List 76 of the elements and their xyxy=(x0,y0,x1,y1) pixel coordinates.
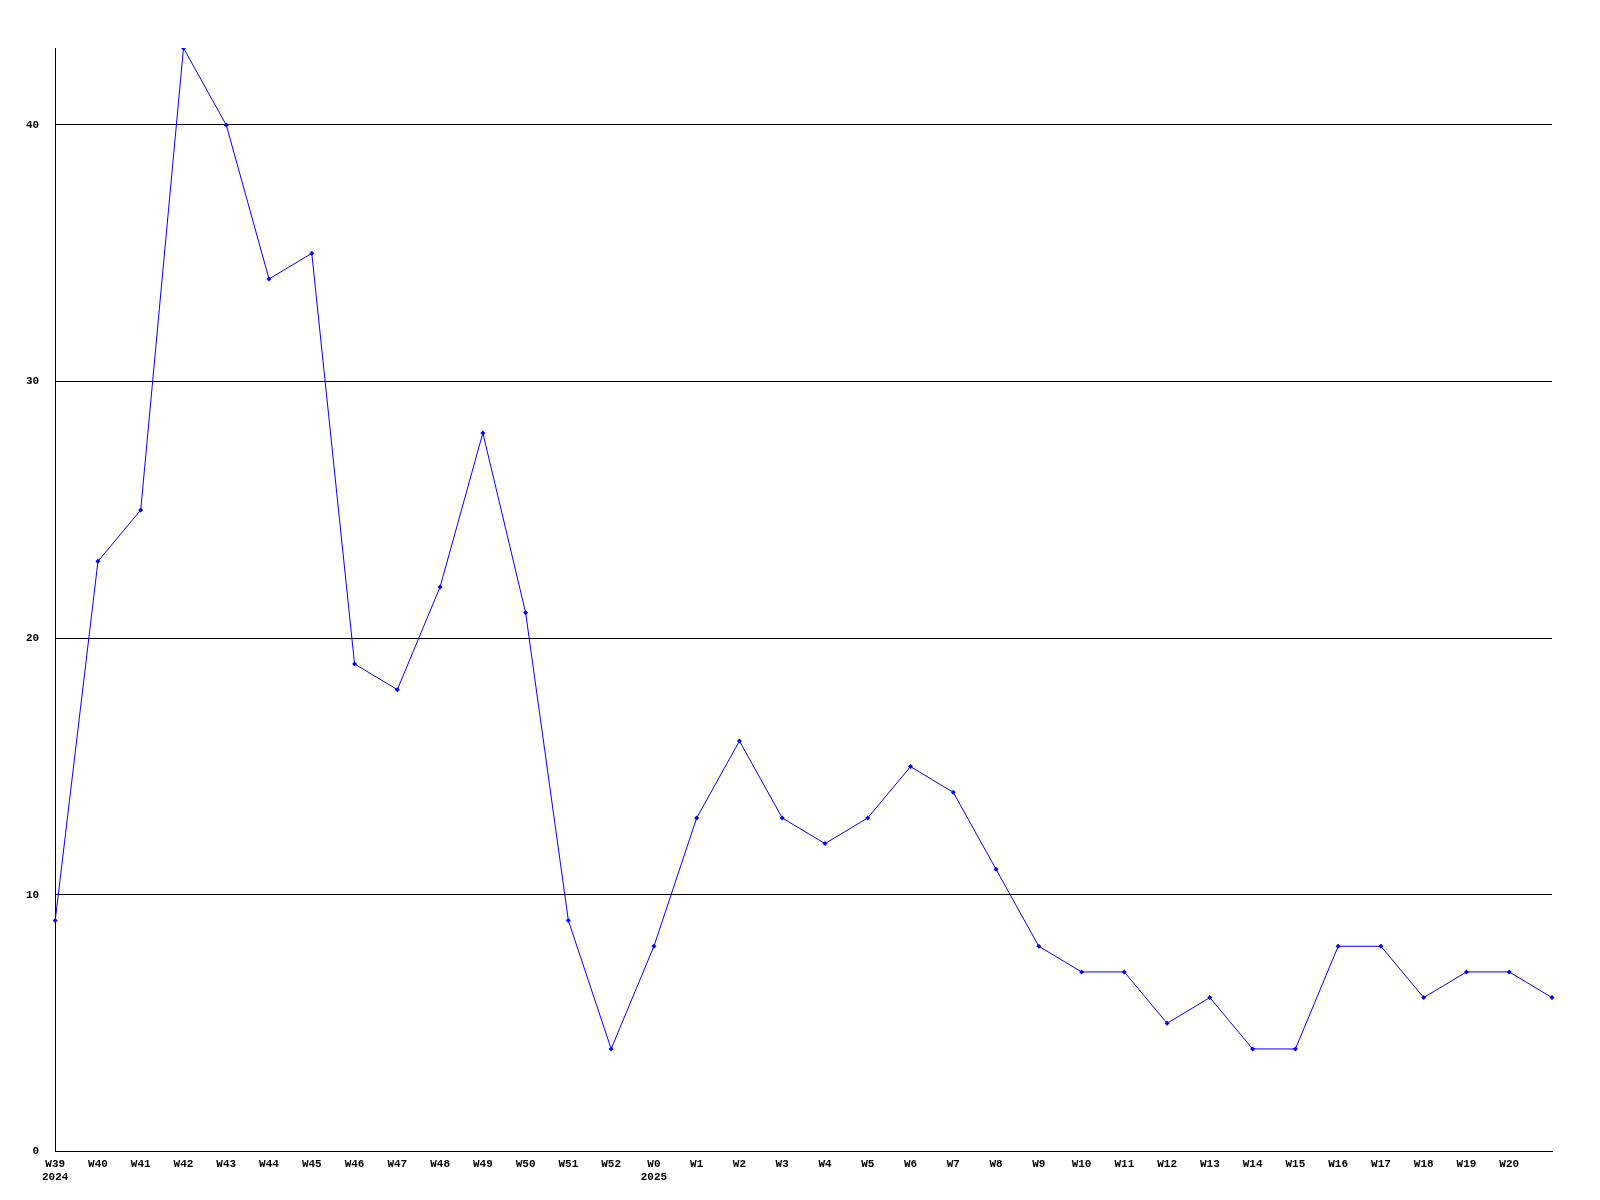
point xyxy=(908,764,914,770)
x-tick-label: W0 2025 xyxy=(640,1157,668,1184)
x-tick-label: W44 xyxy=(259,1157,280,1170)
point xyxy=(1292,1046,1298,1052)
x-tick-label: W3 xyxy=(775,1157,790,1170)
x-tick-label: W46 xyxy=(344,1157,365,1170)
point xyxy=(1421,995,1427,1001)
x-tick-label: W2 xyxy=(732,1157,747,1170)
x-tick-label: W48 xyxy=(430,1157,451,1170)
x-tick-label: W7 xyxy=(946,1157,960,1170)
point xyxy=(865,815,871,821)
point xyxy=(95,558,101,564)
x-tick-label: W51 xyxy=(558,1157,579,1170)
x-tick-label: W13 xyxy=(1199,1157,1221,1170)
point xyxy=(822,841,828,847)
y-tick-label: 30 xyxy=(26,375,40,388)
x-tick-label: W39 2024 xyxy=(42,1157,69,1184)
x-tick-label: W47 xyxy=(387,1157,408,1170)
x-tick-label: W45 xyxy=(301,1157,323,1170)
point xyxy=(608,1046,614,1052)
point xyxy=(1506,969,1512,975)
point xyxy=(52,918,58,924)
x-tick-label: W43 xyxy=(216,1157,237,1170)
x-tick-label: W12 xyxy=(1157,1157,1178,1170)
x-tick-label: W50 xyxy=(515,1157,536,1170)
x-tick-label: W42 xyxy=(173,1157,194,1170)
point xyxy=(1250,1046,1256,1052)
x-tick-label: W6 xyxy=(903,1157,918,1170)
x-tick-label: W15 xyxy=(1285,1157,1306,1170)
y-tick-label: 0 xyxy=(32,1145,40,1158)
x-tick-label: W11 xyxy=(1114,1157,1135,1170)
x-tick-label: W20 xyxy=(1499,1157,1520,1170)
x-tick-label: W41 xyxy=(130,1157,152,1170)
point xyxy=(437,584,443,590)
x-tick-label: W49 xyxy=(472,1157,493,1170)
x-tick-label: W9 xyxy=(1032,1157,1046,1170)
point xyxy=(266,276,272,282)
point xyxy=(1335,943,1341,949)
point xyxy=(1164,1020,1170,1026)
x-tick-label: W14 xyxy=(1242,1157,1263,1170)
point xyxy=(1036,943,1042,949)
point xyxy=(993,866,999,872)
y-tick-label: 10 xyxy=(26,888,40,901)
point xyxy=(523,610,529,616)
x-tick-label: W16 xyxy=(1328,1157,1349,1170)
point xyxy=(736,738,742,744)
point xyxy=(352,661,358,667)
point xyxy=(1378,943,1384,949)
point xyxy=(651,943,657,949)
point xyxy=(565,918,571,924)
x-tick-label: W17 xyxy=(1371,1157,1391,1170)
point xyxy=(223,122,229,128)
x-tick-label: W52 xyxy=(601,1157,622,1170)
x-tick-label: W1 xyxy=(690,1157,704,1170)
point xyxy=(950,789,956,795)
x-tick-label: W10 xyxy=(1071,1157,1092,1170)
point xyxy=(1079,969,1085,975)
x-tick-label: W5 xyxy=(861,1157,875,1170)
point xyxy=(1121,969,1127,975)
point xyxy=(1463,969,1469,975)
point xyxy=(1207,995,1213,1001)
point xyxy=(779,815,785,821)
point xyxy=(138,507,144,513)
point xyxy=(694,815,700,821)
x-tick-label: W18 xyxy=(1413,1157,1434,1170)
x-tick-label: W19 xyxy=(1456,1157,1477,1170)
point xyxy=(309,250,315,256)
y-tick-label: 40 xyxy=(26,118,40,131)
point xyxy=(480,430,486,436)
x-tick-label: W40 xyxy=(88,1157,108,1170)
y-tick-label: 20 xyxy=(26,632,40,645)
point xyxy=(181,48,186,51)
point xyxy=(394,687,400,693)
x-tick-label: W8 xyxy=(989,1157,1004,1170)
point xyxy=(1549,995,1555,1001)
x-tick-label: W4 xyxy=(818,1157,832,1170)
